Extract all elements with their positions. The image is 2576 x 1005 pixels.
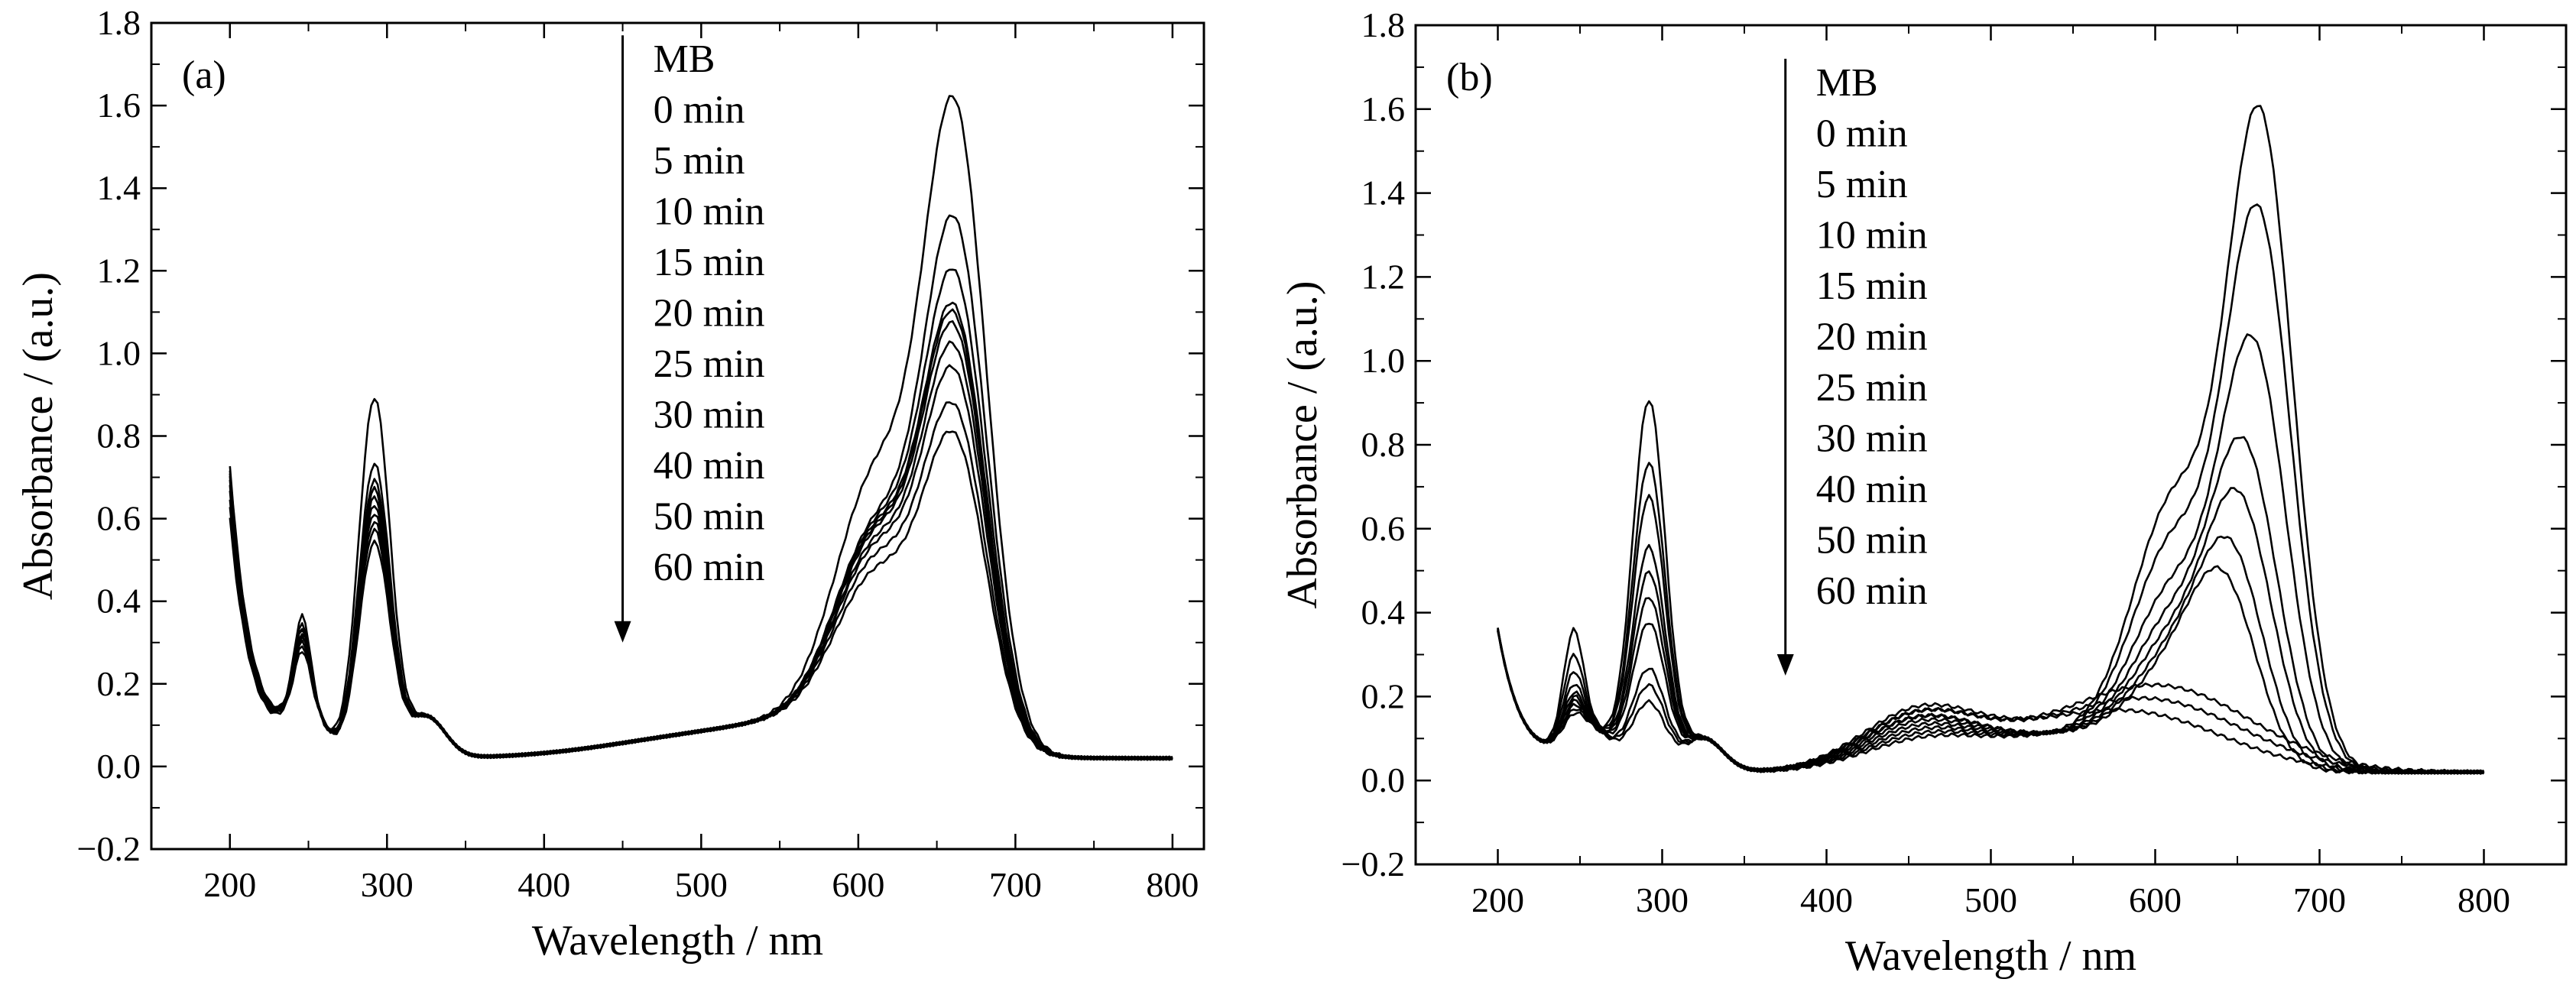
x-tick-label: 600 bbox=[832, 865, 884, 904]
x-tick-label: 400 bbox=[517, 865, 570, 904]
y-tick-label: 1.6 bbox=[1361, 89, 1406, 128]
panel-a: 200 300 400 500 600 700 800 −0.2 0.0 0.2 0.4 0.6 0.8… bbox=[15, 3, 1205, 964]
y-axis-label: Absorbance / (a.u.) bbox=[1279, 280, 1326, 608]
x-tick-label: 200 bbox=[1471, 880, 1524, 919]
y-tick-label: 1.4 bbox=[1361, 173, 1406, 212]
y-axis-label: Absorbance / (a.u.) bbox=[15, 272, 62, 600]
arrow-head bbox=[1776, 653, 1794, 676]
x-tick-label: 800 bbox=[1146, 865, 1199, 904]
legend-entry: 20 min bbox=[654, 292, 765, 336]
x-tick-label: 500 bbox=[1964, 880, 2017, 919]
legend-entry: 15 min bbox=[654, 241, 765, 284]
x-tick-label: 300 bbox=[1636, 880, 1689, 919]
series-line-30-min bbox=[1497, 565, 2485, 775]
legend-entry: 10 min bbox=[1816, 213, 1928, 257]
legend-entry: 5 min bbox=[1816, 163, 1908, 206]
y-tick-label: 0.0 bbox=[1361, 760, 1406, 799]
x-tick-label: 600 bbox=[2129, 880, 2182, 919]
x-tick-label: 800 bbox=[2458, 880, 2510, 919]
legend-title: MB bbox=[654, 37, 715, 81]
series-line-25-min bbox=[229, 320, 1173, 761]
series-line-25-min bbox=[1497, 535, 2484, 775]
legend-entry: 0 min bbox=[1816, 112, 1908, 155]
y-tick-label: 0.4 bbox=[1361, 593, 1406, 632]
legend-title: MB bbox=[1816, 61, 1878, 105]
y-tick-label: −0.2 bbox=[77, 829, 141, 868]
x-axis-label: Wavelength / nm bbox=[532, 917, 823, 964]
x-tick-label: 700 bbox=[2293, 880, 2346, 919]
x-tick-label: 700 bbox=[989, 865, 1042, 904]
panel-b: 200 300 400 500 600 700 800 −0.2 0.0 0.2 0.4 0.6 0.8… bbox=[1279, 5, 2568, 980]
series-line-60-min bbox=[1497, 628, 2485, 775]
legend-entry: 30 min bbox=[1816, 417, 1928, 460]
y-tick-label: 0.8 bbox=[1361, 425, 1406, 464]
series-lines bbox=[229, 95, 1173, 761]
legend-entry: 20 min bbox=[1816, 315, 1928, 358]
y-tick-label: 1.4 bbox=[97, 168, 141, 207]
y-tick-label: 0.0 bbox=[97, 747, 141, 786]
series-line-15-min bbox=[1497, 436, 2485, 775]
x-tick-label: 500 bbox=[675, 865, 728, 904]
plot-frame bbox=[1414, 24, 2568, 866]
y-tick-label: 1.2 bbox=[1361, 257, 1406, 296]
legend-entry: 60 min bbox=[1816, 569, 1928, 613]
legend-entry: 50 min bbox=[1816, 518, 1928, 562]
x-tick-label: 200 bbox=[203, 865, 256, 904]
legend-entry: 25 min bbox=[1816, 366, 1928, 410]
series-line-60-min bbox=[229, 430, 1173, 761]
legend-entry: 40 min bbox=[1816, 468, 1928, 511]
legend-entry: 30 min bbox=[654, 394, 765, 437]
y-tick-label: 0.8 bbox=[97, 417, 141, 455]
legend-entry: 50 min bbox=[654, 495, 765, 539]
y-tick-label: 0.6 bbox=[1361, 509, 1406, 548]
legend-entry: 60 min bbox=[654, 546, 765, 589]
series-lines bbox=[1497, 105, 2485, 775]
y-tick-label: −0.2 bbox=[1342, 845, 1405, 883]
y-tick-label: 0.4 bbox=[97, 582, 141, 621]
y-tick-label: 0.2 bbox=[1361, 676, 1406, 715]
x-axis-label: Wavelength / nm bbox=[1845, 932, 2136, 980]
series-line-10-min bbox=[1497, 333, 2484, 775]
x-tick-label: 300 bbox=[361, 865, 414, 904]
legend-entry: 10 min bbox=[654, 190, 765, 234]
y-tick-label: 0.2 bbox=[97, 664, 141, 703]
y-tick-label: 1.2 bbox=[97, 251, 141, 290]
legend-entry: 5 min bbox=[654, 139, 745, 183]
series-line-50-min bbox=[1497, 630, 2484, 775]
series-line-5-min bbox=[1497, 203, 2485, 775]
y-tick-label: 0.6 bbox=[97, 499, 141, 538]
y-tick-label: 1.0 bbox=[97, 333, 141, 372]
x-tick-label: 400 bbox=[1800, 880, 1853, 919]
series-line-0-min bbox=[1497, 105, 2485, 775]
legend-entry: 15 min bbox=[1816, 264, 1928, 308]
legend-entry: 40 min bbox=[654, 444, 765, 488]
y-tick-label: 1.6 bbox=[97, 86, 141, 125]
legend-entry: 0 min bbox=[654, 89, 745, 132]
series-line-50-min bbox=[229, 401, 1173, 761]
legend-entry: 25 min bbox=[654, 342, 765, 386]
panel-label: (b) bbox=[1446, 56, 1493, 99]
y-tick-label: 1.0 bbox=[1361, 341, 1406, 380]
y-tick-label: 1.8 bbox=[97, 3, 141, 42]
panel-label: (a) bbox=[182, 53, 226, 97]
y-tick-label: 1.8 bbox=[1361, 5, 1406, 44]
arrow-head bbox=[614, 621, 631, 643]
